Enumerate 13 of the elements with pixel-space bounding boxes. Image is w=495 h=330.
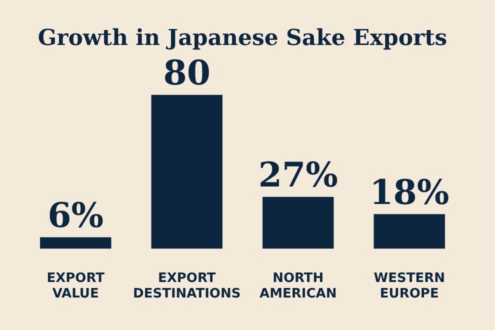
- data-label: 80: [163, 54, 211, 94]
- x-tick-label: WESTERN EUROPE: [374, 270, 445, 302]
- data-label: 18%: [370, 172, 450, 213]
- x-tick-label: NORTH AMERICAN: [260, 270, 337, 302]
- bar: [151, 94, 222, 249]
- data-label: 27%: [258, 156, 338, 196]
- bar: [262, 196, 334, 249]
- bar: [40, 237, 112, 249]
- bar: [374, 214, 445, 249]
- data-label: 6%: [48, 196, 104, 236]
- x-tick-label: EXPORT DESTINATIONS: [133, 270, 241, 302]
- chart-title: Growth in Japanese Sake Exports: [38, 24, 448, 51]
- x-tick-label: EXPORT VALUE: [46, 270, 105, 302]
